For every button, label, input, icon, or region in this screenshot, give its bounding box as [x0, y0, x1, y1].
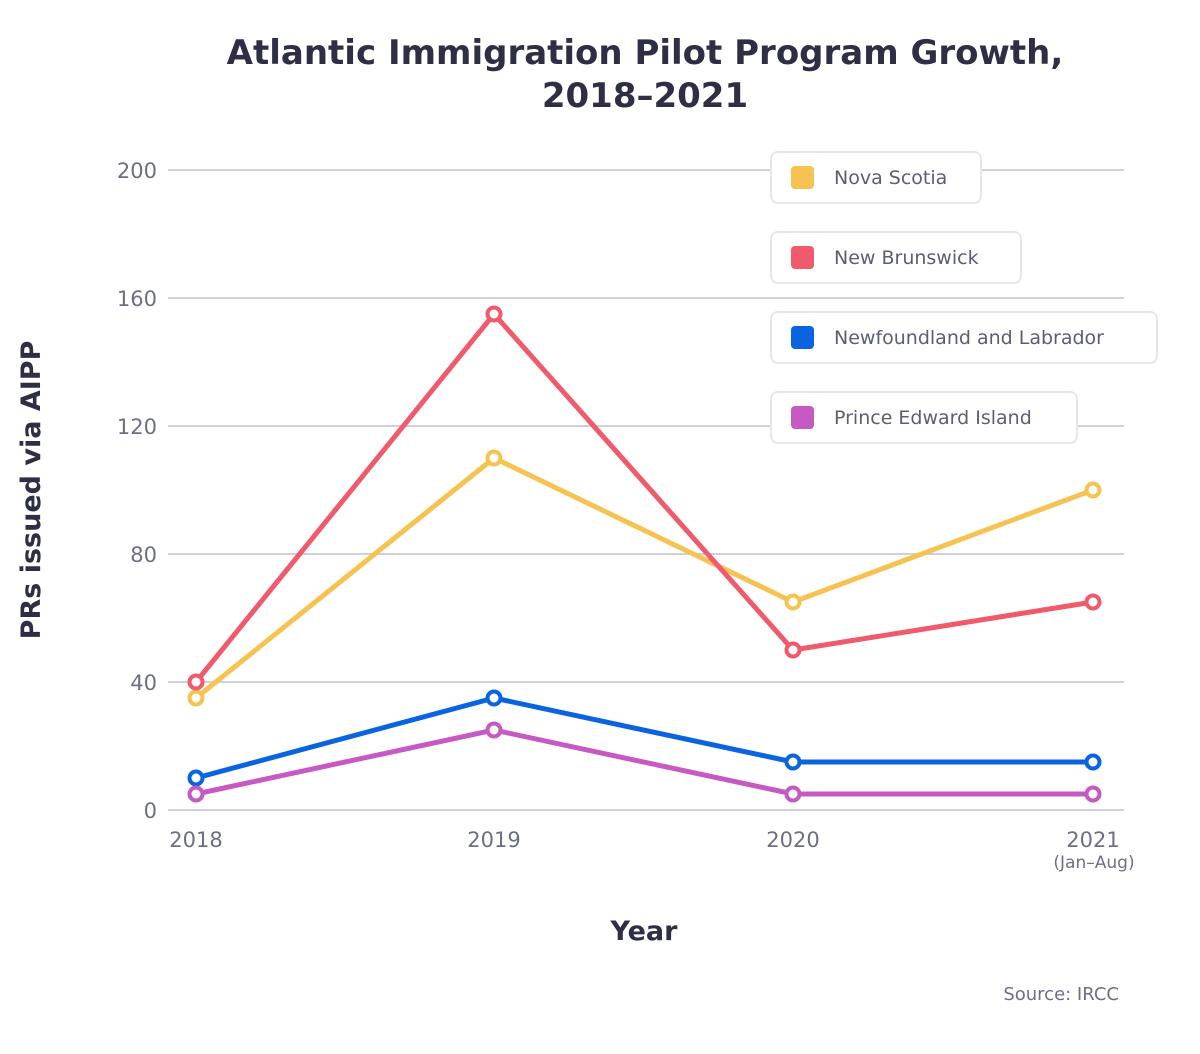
- data-point: [784, 753, 802, 771]
- chart-title-line-1: Atlantic Immigration Pilot Program Growt…: [227, 33, 1064, 73]
- legend-box: [770, 391, 1078, 444]
- series-group: [187, 449, 1102, 707]
- x-axis-ticks: 2018 2019 2020 2021(Jan–Aug): [169, 828, 1134, 873]
- x-tick-label: 2021: [1066, 828, 1119, 852]
- x-tick-label: 2020: [766, 828, 819, 852]
- legend-item: Newfoundland and Labrador: [770, 311, 1158, 364]
- data-point: [1084, 593, 1102, 611]
- data-point: [187, 785, 205, 803]
- legend-label: Nova Scotia: [834, 167, 947, 189]
- y-tick-label: 120: [117, 415, 157, 439]
- legend-box: [770, 231, 1022, 284]
- legend-item: Nova Scotia: [770, 151, 982, 204]
- series-line: [193, 727, 1096, 797]
- y-tick-label: 200: [117, 159, 157, 183]
- data-point: [485, 449, 503, 467]
- series-line: [193, 695, 1096, 781]
- x-tick-label: 2019: [467, 828, 520, 852]
- source-note: Source: IRCC: [1003, 984, 1119, 1005]
- legend: Nova Scotia New Brunswick Newfoundland and…: [770, 151, 1158, 444]
- data-point: [485, 721, 503, 739]
- data-point: [1084, 481, 1102, 499]
- x-tick-label: 2018: [169, 828, 222, 852]
- series-line: [193, 311, 1096, 685]
- legend-label: Prince Edward Island: [834, 407, 1032, 429]
- series-group: [187, 721, 1102, 803]
- data-point: [187, 673, 205, 691]
- chart-title-line-2: 2018–2021: [542, 76, 748, 116]
- data-point: [1084, 753, 1102, 771]
- data-point: [187, 769, 205, 787]
- y-tick-label: 80: [130, 543, 157, 567]
- legend-item: Prince Edward Island: [770, 391, 1078, 444]
- series-group: [187, 689, 1102, 787]
- data-point: [784, 641, 802, 659]
- data-point: [1084, 785, 1102, 803]
- legend-swatch: [791, 166, 814, 189]
- y-tick-label: 160: [117, 287, 157, 311]
- legend-swatch: [791, 246, 814, 269]
- y-axis-ticks: 0 40 80 120 160 200: [117, 159, 157, 823]
- series-line: [193, 455, 1096, 701]
- series-group: [187, 305, 1102, 691]
- x-tick-sublabel: (Jan–Aug): [1053, 853, 1134, 873]
- data-point: [187, 689, 205, 707]
- legend-swatch: [791, 406, 814, 429]
- legend-swatch: [791, 326, 814, 349]
- data-point: [784, 593, 802, 611]
- legend-label: New Brunswick: [834, 247, 979, 269]
- legend-box: [770, 151, 982, 204]
- x-axis-label: Year: [610, 916, 679, 947]
- series-lines: [187, 305, 1102, 803]
- legend-item: New Brunswick: [770, 231, 1022, 284]
- y-tick-label: 40: [130, 671, 157, 695]
- y-tick-label: 0: [144, 799, 157, 823]
- data-point: [485, 689, 503, 707]
- y-axis-label: PRs issued via AIPP: [16, 341, 47, 640]
- legend-box: [770, 311, 1158, 364]
- data-point: [784, 785, 802, 803]
- gridlines: [168, 169, 1124, 811]
- data-point: [485, 305, 503, 323]
- legend-label: Newfoundland and Labrador: [834, 327, 1104, 349]
